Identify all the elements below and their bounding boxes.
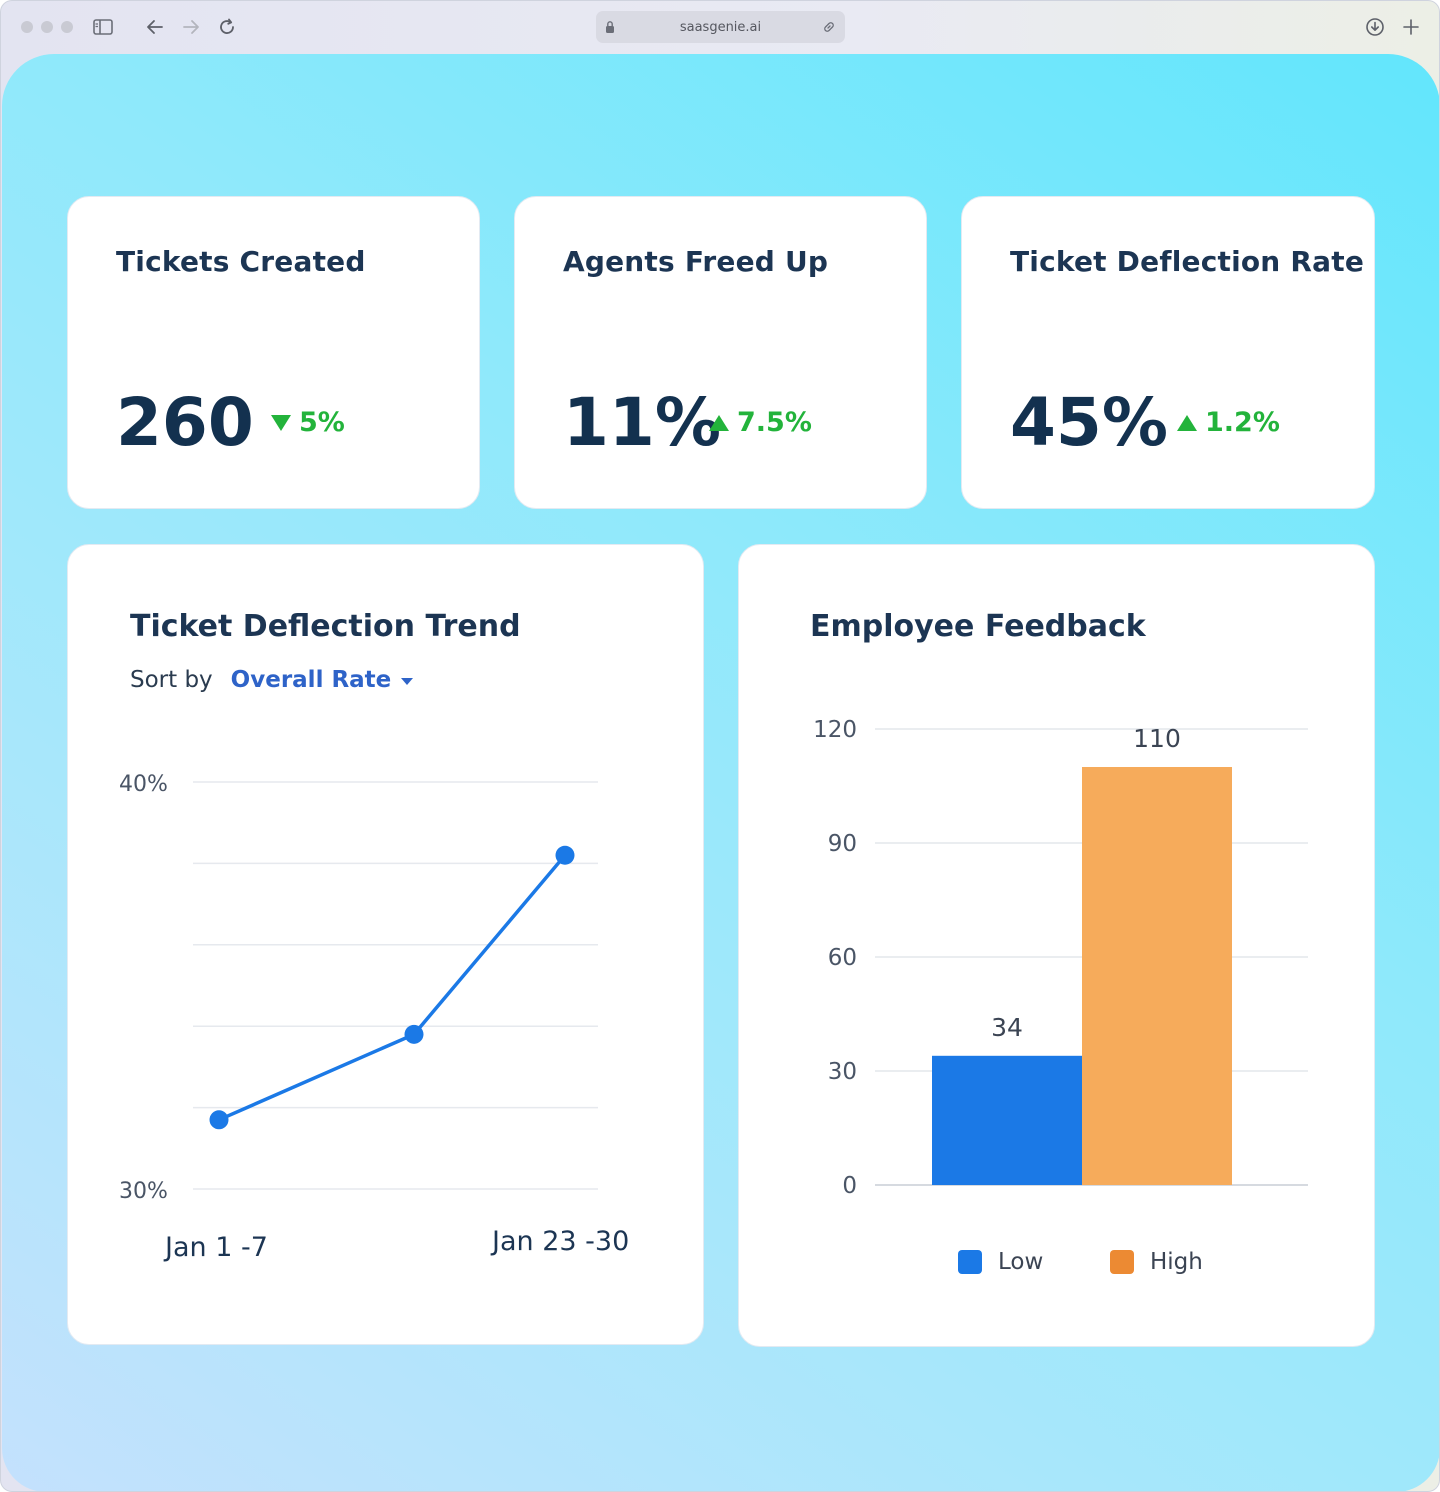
kpi-title: Agents Freed Up bbox=[563, 245, 829, 278]
kpi-card-tickets-created: Tickets Created 260 5% bbox=[67, 196, 480, 509]
forward-icon[interactable] bbox=[179, 15, 203, 39]
kpi-delta-value: 1.2% bbox=[1205, 407, 1280, 438]
y-tick-label: 0 bbox=[842, 1173, 857, 1199]
y-tick-label: 40% bbox=[119, 772, 168, 797]
feedback-chart-card: Employee Feedback 0 30 60 90 120 34 110 Low Hi… bbox=[738, 544, 1375, 1347]
kpi-delta: 1.2% bbox=[1177, 407, 1280, 438]
kpi-delta: 7.5% bbox=[709, 407, 812, 438]
trend-chart-card: Ticket Deflection Trend Sort by Overall … bbox=[67, 544, 704, 1345]
zoom-window-button[interactable] bbox=[61, 21, 73, 33]
series-line bbox=[218, 854, 567, 1122]
kpi-title: Ticket Deflection Rate bbox=[1010, 245, 1365, 278]
sort-label: Sort by bbox=[130, 667, 213, 693]
x-tick-label: Jan 1 -7 bbox=[163, 1232, 268, 1263]
chevron-down-icon[interactable] bbox=[401, 677, 414, 685]
feedback-chart-title: Employee Feedback bbox=[810, 609, 1146, 644]
lock-icon bbox=[605, 20, 615, 38]
new-tab-icon[interactable] bbox=[1399, 15, 1423, 39]
line-chart: 40% 30% Jan 1 -7 Jan 23 -30 bbox=[119, 772, 629, 1263]
y-tick-label: 60 bbox=[828, 945, 857, 971]
legend-label-high: High bbox=[1150, 1249, 1203, 1275]
bar-low bbox=[932, 1055, 1082, 1185]
bar-chart: 0 30 60 90 120 34 110 bbox=[813, 717, 1308, 1199]
trend-up-icon bbox=[1177, 414, 1197, 431]
y-tick-label: 120 bbox=[813, 717, 857, 743]
back-icon[interactable] bbox=[143, 15, 167, 39]
kpi-title: Tickets Created bbox=[116, 245, 366, 278]
address-url: saasgenie.ai bbox=[679, 19, 762, 35]
kpi-delta: 5% bbox=[271, 407, 345, 438]
kpi-delta-value: 5% bbox=[299, 407, 345, 438]
data-point bbox=[555, 845, 575, 865]
legend-label-low: Low bbox=[998, 1249, 1044, 1275]
address-bar[interactable]: saasgenie.ai bbox=[596, 11, 845, 43]
sort-control: Sort by Overall Rate bbox=[130, 667, 414, 693]
data-label: 34 bbox=[991, 1013, 1023, 1042]
kpi-value: 11% bbox=[563, 384, 721, 461]
reload-icon[interactable] bbox=[215, 15, 239, 39]
kpi-value: 260 bbox=[116, 384, 254, 461]
data-point bbox=[209, 1110, 229, 1130]
legend-item-low[interactable]: Low bbox=[958, 1249, 1043, 1275]
y-tick-label: 30 bbox=[828, 1059, 857, 1085]
data-label: 110 bbox=[1133, 724, 1181, 753]
link-icon[interactable] bbox=[822, 20, 836, 38]
bar-high bbox=[1082, 767, 1232, 1185]
kpi-card-ticket-deflection-rate: Ticket Deflection Rate 45% 1.2% bbox=[961, 196, 1375, 509]
x-tick-label: Jan 23 -30 bbox=[490, 1226, 629, 1257]
kpi-value: 45% bbox=[1010, 384, 1168, 461]
data-point bbox=[404, 1024, 424, 1044]
y-tick-label: 30% bbox=[119, 1179, 168, 1204]
download-icon[interactable] bbox=[1363, 15, 1387, 39]
kpi-delta-value: 7.5% bbox=[737, 407, 812, 438]
trend-up-icon bbox=[709, 414, 729, 431]
y-tick-label: 90 bbox=[828, 831, 857, 857]
kpi-card-agents-freed-up: Agents Freed Up 11% 7.5% bbox=[514, 196, 927, 509]
sort-dropdown[interactable]: Overall Rate bbox=[230, 667, 392, 693]
dashboard: Tickets Created 260 5% Agents Freed Up 1… bbox=[2, 54, 1439, 1491]
close-window-button[interactable] bbox=[21, 21, 33, 33]
trend-down-icon bbox=[271, 414, 291, 431]
trend-chart-title: Ticket Deflection Trend bbox=[130, 609, 521, 644]
sidebar-icon[interactable] bbox=[91, 15, 115, 39]
legend-swatch-high bbox=[1110, 1250, 1134, 1274]
browser-toolbar: saasgenie.ai bbox=[1, 1, 1439, 55]
legend-swatch-low bbox=[958, 1250, 982, 1274]
minimize-window-button[interactable] bbox=[41, 21, 53, 33]
legend-item-high[interactable]: High bbox=[1110, 1249, 1203, 1275]
